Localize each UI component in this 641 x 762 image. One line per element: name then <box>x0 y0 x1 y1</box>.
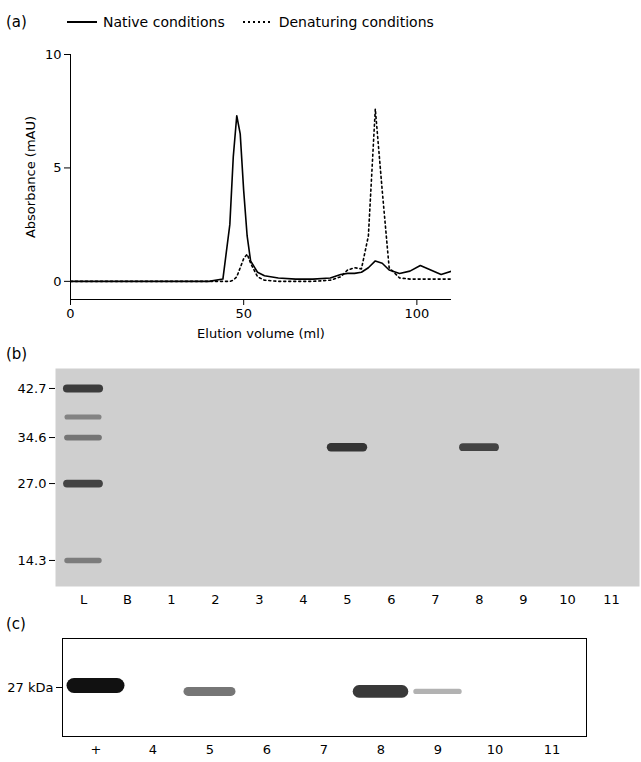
svg-text:Elution volume (ml): Elution volume (ml) <box>197 326 325 341</box>
svg-text:42.7: 42.7 <box>18 381 47 396</box>
svg-text:Absorbance (mAU): Absorbance (mAU) <box>23 116 38 238</box>
svg-text:8: 8 <box>475 592 483 607</box>
svg-text:6: 6 <box>387 592 395 607</box>
svg-text:7: 7 <box>320 742 328 757</box>
svg-text:10: 10 <box>487 742 504 757</box>
svg-text:L: L <box>80 592 88 607</box>
svg-text:0: 0 <box>66 306 74 321</box>
svg-text:3: 3 <box>255 592 263 607</box>
svg-text:0: 0 <box>53 274 61 289</box>
html-text:Native conditions: Native conditions <box>102 14 225 30</box>
svg-text:2: 2 <box>211 592 219 607</box>
html-text:Denaturing conditions: Denaturing conditions <box>278 14 434 30</box>
svg-text:4: 4 <box>149 742 157 757</box>
svg-text:6: 6 <box>263 742 271 757</box>
svg-text:5: 5 <box>206 742 214 757</box>
svg-text:5: 5 <box>343 592 351 607</box>
svg-text:100: 100 <box>404 306 429 321</box>
svg-text:50: 50 <box>235 306 252 321</box>
svg-text:9: 9 <box>519 592 527 607</box>
svg-text:27 kDa: 27 kDa <box>7 680 53 695</box>
svg-text:11: 11 <box>544 742 561 757</box>
svg-text:14.3: 14.3 <box>18 553 47 568</box>
svg-text:4: 4 <box>299 592 307 607</box>
html-text:(b): (b) <box>6 345 28 363</box>
svg-text:B: B <box>123 592 132 607</box>
svg-text:34.6: 34.6 <box>18 430 47 445</box>
html-text:(a): (a) <box>6 13 27 31</box>
html-text:(c): (c) <box>6 615 26 633</box>
svg-text:27.0: 27.0 <box>18 476 47 491</box>
svg-text:1: 1 <box>167 592 175 607</box>
svg-text:11: 11 <box>603 592 620 607</box>
svg-text:9: 9 <box>434 742 442 757</box>
svg-text:10: 10 <box>45 47 62 62</box>
svg-text:8: 8 <box>377 742 385 757</box>
svg-text:7: 7 <box>431 592 439 607</box>
svg-text:5: 5 <box>53 160 61 175</box>
svg-text:+: + <box>91 742 102 757</box>
svg-text:10: 10 <box>559 592 576 607</box>
